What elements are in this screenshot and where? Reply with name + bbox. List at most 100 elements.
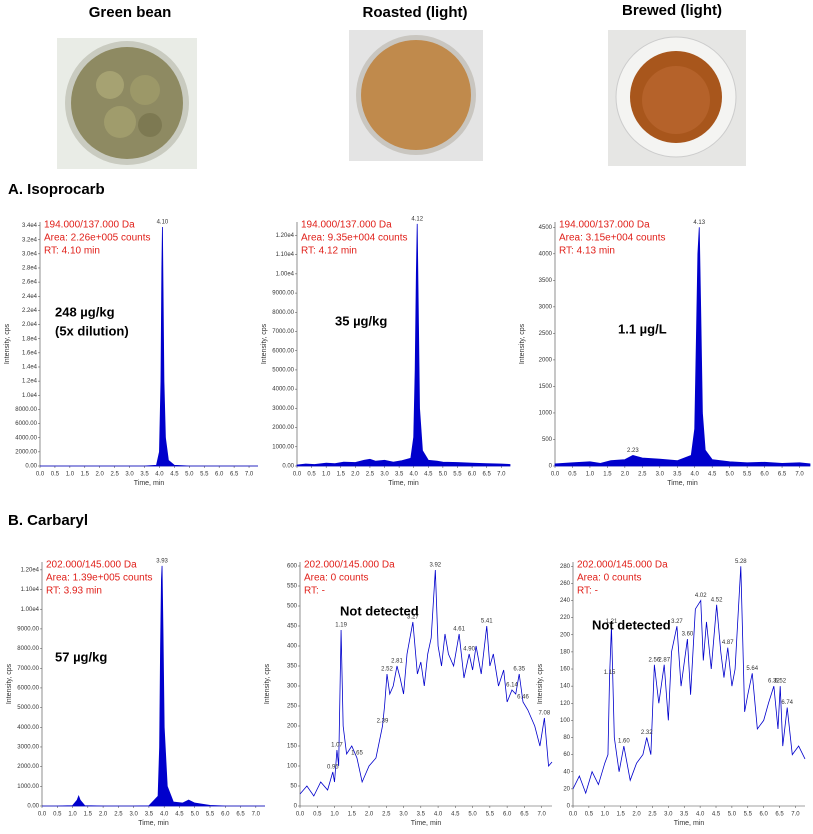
y-tick-label: 1.2e4 — [22, 379, 38, 385]
x-tick-label: 3.0 — [129, 812, 138, 818]
x-tick-label: 2.5 — [382, 812, 391, 818]
y-tick-label: 2.6e4 — [22, 280, 38, 286]
y-tick-label: 220 — [560, 615, 571, 621]
x-tick-label: 3.5 — [140, 472, 149, 478]
x-tick-label: 0.5 — [568, 472, 577, 478]
y-tick-label: 0.00 — [25, 464, 37, 470]
peak-label: 4.02 — [695, 593, 707, 599]
y-tick-label: 1.0e4 — [22, 393, 38, 399]
y-tick-label: 260 — [560, 581, 571, 587]
y-tick-label: 1.20e4 — [276, 233, 295, 239]
peak-label: 1.15 — [604, 670, 616, 676]
y-tick-label: 4000 — [539, 251, 553, 257]
x-tick-label: 5.0 — [185, 472, 194, 478]
y-tick-label: 550 — [287, 584, 298, 590]
y-tick-label: 350 — [287, 664, 298, 670]
x-tick-label: 3.5 — [145, 812, 154, 818]
peak-label: 1.19 — [335, 623, 347, 629]
y-tick-label: 1000 — [539, 411, 553, 417]
y-tick-label: 280 — [560, 564, 571, 570]
y-tick-label: 3000 — [539, 304, 553, 310]
annotation: Area: 1.39e+005 counts — [46, 573, 152, 584]
annotation: 194.000/137.000 Da — [44, 220, 135, 231]
y-tick-label: 9000.00 — [272, 291, 294, 297]
y-tick-label: 250 — [287, 704, 298, 710]
x-tick-label: 3.0 — [125, 472, 134, 478]
peak-label: 4.90 — [463, 647, 475, 653]
x-tick-label: 6.5 — [236, 812, 245, 818]
y-tick-label: 7000.00 — [17, 666, 39, 672]
y-tick-label: 7000.00 — [272, 329, 294, 335]
chromatogram: 0 500 1000 1500 2000 2500 3000 3500 4000 4500 0.0 0… — [519, 220, 811, 487]
annotation: RT: 4.10 min — [44, 246, 100, 257]
x-axis-title: Time, min — [411, 820, 442, 827]
x-tick-label: 1.0 — [586, 472, 595, 478]
peak-area — [554, 227, 811, 467]
peak-area — [296, 223, 511, 467]
x-tick-label: 4.0 — [434, 812, 443, 818]
y-tick-label: 2000.00 — [17, 764, 39, 770]
x-tick-label: 5.0 — [191, 812, 200, 818]
concentration-note: 35 µg/kg — [335, 313, 387, 328]
x-tick-label: 1.0 — [322, 472, 331, 478]
y-axis-title: Intensity, cps — [519, 323, 526, 364]
concentration-note: Not detected — [340, 603, 419, 618]
x-tick-label: 2.5 — [366, 472, 375, 478]
y-tick-label: 8000.00 — [17, 646, 39, 652]
y-tick-label: 2500 — [539, 331, 553, 337]
x-tick-label: 6.5 — [520, 812, 529, 818]
x-tick-label: 4.5 — [708, 472, 717, 478]
x-tick-label: 1.5 — [616, 812, 625, 818]
x-tick-label: 5.5 — [744, 812, 753, 818]
peak-label: 4.10 — [157, 220, 169, 226]
peak-label: 5.41 — [481, 619, 493, 625]
x-tick-label: 4.0 — [696, 812, 705, 818]
y-tick-label: 80 — [563, 735, 570, 741]
y-tick-label: 500 — [542, 437, 553, 443]
annotation: Area: 3.15e+004 counts — [559, 233, 665, 244]
x-tick-label: 7.0 — [252, 812, 261, 818]
annotation: RT: 3.93 min — [46, 586, 102, 597]
x-tick-label: 4.5 — [712, 812, 721, 818]
x-tick-label: 6.5 — [778, 472, 787, 478]
y-tick-label: 1.10e4 — [21, 587, 40, 593]
y-tick-label: 8000.00 — [272, 310, 294, 316]
annotation: RT: - — [304, 586, 325, 597]
peak-label: 6.74 — [781, 700, 793, 706]
y-tick-label: 180 — [560, 649, 571, 655]
x-tick-label: 1.0 — [601, 812, 610, 818]
y-tick-label: 400 — [287, 644, 298, 650]
x-axis-title: Time, min — [674, 820, 705, 827]
x-tick-label: 0.0 — [38, 812, 47, 818]
photo-label: Brewed (light) — [622, 2, 722, 19]
x-tick-label: 0.0 — [296, 812, 305, 818]
x-tick-label: 4.0 — [160, 812, 169, 818]
x-tick-label: 1.0 — [330, 812, 339, 818]
peak-label: 6.35 — [513, 667, 525, 673]
y-tick-label: 200 — [287, 724, 298, 730]
peak-label: 6.46 — [517, 695, 529, 701]
y-tick-label: 1.00e4 — [276, 271, 295, 277]
y-axis-title: Intensity, cps — [6, 663, 13, 704]
y-tick-label: 150 — [287, 744, 298, 750]
x-tick-label: 4.5 — [451, 812, 460, 818]
y-axis-title: Intensity, cps — [4, 323, 11, 364]
x-tick-label: 5.5 — [486, 812, 495, 818]
y-tick-label: 1000.00 — [17, 784, 39, 790]
x-tick-label: 6.0 — [468, 472, 477, 478]
peak-label: 2.52 — [381, 667, 393, 673]
peak-label: 4.13 — [693, 220, 705, 226]
annotation: 202.000/145.000 Da — [304, 560, 395, 571]
x-tick-label: 4.0 — [155, 472, 164, 478]
peak-label: 2.39 — [377, 719, 389, 725]
y-tick-label: 3.4e4 — [22, 223, 38, 229]
x-tick-label: 5.5 — [743, 472, 752, 478]
x-tick-label: 0.5 — [53, 812, 62, 818]
x-tick-label: 2.0 — [99, 812, 108, 818]
concentration-note: 57 µg/kg — [55, 649, 107, 664]
peak-label: 4.12 — [411, 216, 423, 222]
y-tick-label: 1000.00 — [272, 444, 294, 450]
peak-label: 2.87 — [658, 657, 670, 663]
annotation: Area: 0 counts — [577, 573, 641, 584]
